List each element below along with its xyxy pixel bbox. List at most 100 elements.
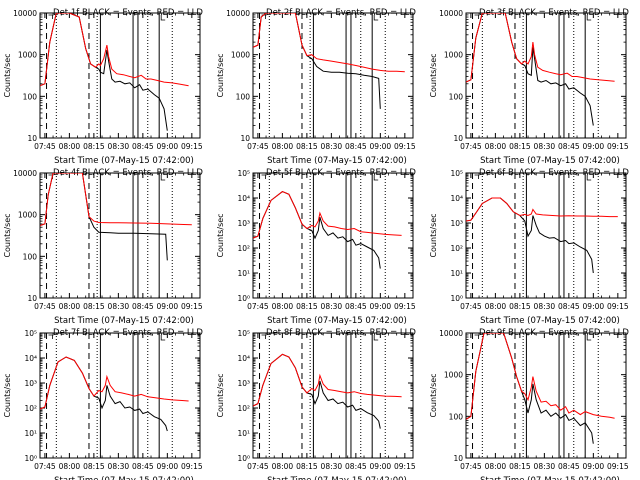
y-tick-label: 10⁵ (450, 169, 463, 178)
x-tick-label: 09:00 (370, 302, 392, 311)
x-tick-label: 09:00 (583, 142, 605, 151)
plot-frame (39, 172, 201, 299)
x-tick-label: 08:15 (83, 462, 105, 471)
y-tick-label: 100 (23, 92, 38, 101)
y-tick-label: 10⁰ (237, 294, 250, 303)
lld-series-line (253, 13, 405, 73)
y-tick-label: 10² (237, 404, 250, 413)
y-tick-label: 10³ (450, 219, 463, 228)
plot-frame (39, 12, 201, 139)
y-tick-label: 10000 (13, 169, 37, 178)
lld-series-line (466, 13, 615, 83)
lld-series-line (466, 197, 618, 222)
y-axis-label: Counts/sec (3, 53, 12, 97)
detector-panel-1: Det 1f BLACK = Events, RED = LLD Counts/s… (3, 8, 203, 166)
y-tick-label: 100 (449, 92, 464, 101)
x-axis-label: Start Time (07-May-15 07:42:00) (54, 476, 194, 480)
lld-series-line (253, 191, 402, 239)
y-tick-label: 10³ (237, 379, 250, 388)
x-tick-label: 07:45 (34, 462, 56, 471)
y-tick-label: 10 (240, 134, 250, 143)
x-tick-label: 08:00 (485, 302, 507, 311)
x-tick-label: 09:15 (607, 142, 629, 151)
x-tick-label: 08:45 (132, 142, 154, 151)
y-axis-label: Counts/sec (429, 213, 438, 257)
panel-title: Det 5f BLACK = Events, RED = LLD (266, 168, 416, 178)
plot-frame (252, 12, 414, 139)
detector-panel-9: Det 9f BLACK = Events, RED = LLD Counts/s… (429, 328, 629, 480)
marker-bracket (160, 335, 166, 341)
y-tick-label: 10 (453, 454, 463, 463)
detector-panel-4: Det 4f BLACK = Events, RED = LLD Counts/s… (3, 168, 203, 326)
events-series-line (40, 13, 168, 131)
marker-bracket (474, 14, 479, 19)
y-tick-label: 10⁵ (237, 329, 250, 338)
y-tick-label: 10⁰ (24, 454, 37, 463)
x-tick-label: 08:45 (345, 142, 367, 151)
y-tick-label: 1000 (18, 51, 37, 60)
y-tick-label: 1000 (231, 51, 250, 60)
marker-bracket (586, 15, 592, 21)
plot-frame (39, 332, 201, 459)
x-axis-label: Start Time (07-May-15 07:42:00) (480, 316, 620, 326)
x-tick-label: 07:45 (460, 142, 482, 151)
x-tick-label: 09:00 (157, 302, 179, 311)
plot-frame (465, 172, 627, 299)
y-tick-label: 10⁴ (237, 194, 250, 203)
x-tick-label: 08:15 (509, 142, 531, 151)
x-tick-label: 08:45 (558, 302, 580, 311)
lld-series-line (40, 356, 189, 410)
y-tick-label: 10⁴ (450, 194, 463, 203)
x-tick-label: 08:00 (485, 142, 507, 151)
y-axis-label: Counts/sec (216, 53, 225, 97)
x-tick-label: 09:00 (370, 142, 392, 151)
lld-series-line (40, 173, 192, 226)
x-tick-label: 09:00 (157, 462, 179, 471)
events-series-line (40, 173, 168, 261)
x-tick-label: 08:00 (59, 462, 81, 471)
y-tick-label: 10000 (13, 9, 37, 18)
y-tick-label: 10¹ (237, 269, 250, 278)
y-tick-label: 100 (449, 412, 464, 421)
marker-bracket (474, 334, 479, 339)
marker-bracket (160, 15, 166, 21)
lld-series-line (253, 353, 402, 407)
y-tick-label: 1000 (444, 371, 463, 380)
x-tick-label: 09:15 (607, 462, 629, 471)
y-tick-label: 10⁰ (237, 454, 250, 463)
y-tick-label: 10¹ (24, 429, 37, 438)
x-tick-label: 09:15 (181, 142, 203, 151)
panel-title: Det 9f BLACK = Events, RED = LLD (479, 328, 629, 338)
marker-bracket (586, 335, 592, 341)
x-tick-label: 08:45 (558, 462, 580, 471)
x-tick-label: 08:45 (132, 302, 154, 311)
y-tick-label: 10 (453, 134, 463, 143)
events-series-line (253, 13, 381, 109)
marker-bracket (160, 175, 166, 181)
x-tick-label: 07:45 (247, 302, 269, 311)
x-tick-label: 09:15 (394, 302, 416, 311)
panel-title: Det 7f BLACK = Events, RED = LLD (53, 328, 203, 338)
x-tick-label: 09:15 (181, 462, 203, 471)
x-tick-label: 08:00 (485, 462, 507, 471)
plot-frame (252, 172, 414, 299)
y-tick-label: 1000 (444, 51, 463, 60)
x-tick-label: 09:00 (157, 142, 179, 151)
y-tick-label: 1000 (18, 211, 37, 220)
x-tick-label: 07:45 (247, 142, 269, 151)
marker-bracket (48, 14, 53, 19)
x-tick-label: 08:00 (59, 142, 81, 151)
x-tick-label: 08:45 (558, 142, 580, 151)
x-tick-label: 08:30 (108, 302, 130, 311)
x-tick-label: 08:30 (321, 302, 343, 311)
x-tick-label: 07:45 (460, 462, 482, 471)
x-tick-label: 08:30 (108, 462, 130, 471)
y-tick-label: 10000 (439, 329, 463, 338)
y-tick-label: 10¹ (450, 269, 463, 278)
x-tick-label: 08:45 (345, 462, 367, 471)
y-tick-label: 10² (237, 244, 250, 253)
y-tick-label: 10000 (439, 9, 463, 18)
marker-bracket (48, 334, 53, 339)
lld-series-line (466, 333, 615, 420)
